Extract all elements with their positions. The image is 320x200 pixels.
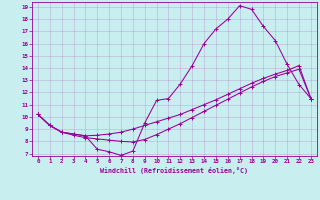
X-axis label: Windchill (Refroidissement éolien,°C): Windchill (Refroidissement éolien,°C) <box>100 167 248 174</box>
